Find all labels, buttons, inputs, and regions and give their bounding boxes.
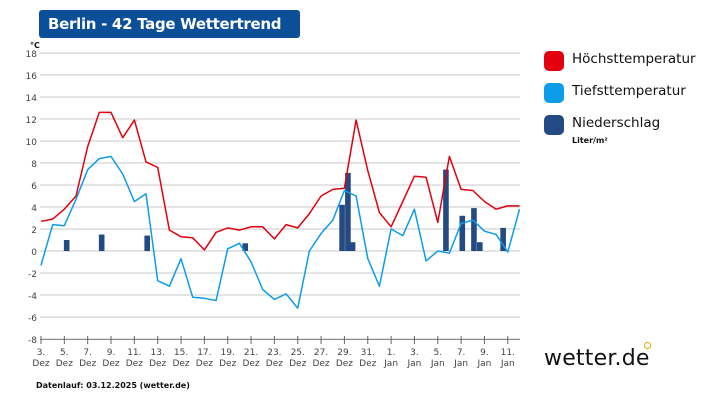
x-tick-label-month: Dez <box>79 359 96 369</box>
x-tick-label-day: 7. <box>83 348 92 358</box>
y-tick-label: 18 <box>26 50 38 60</box>
y-tick-label: 8 <box>31 160 37 170</box>
x-tick-label-month: Dez <box>219 359 236 369</box>
y-axis-unit: °C <box>30 41 40 50</box>
x-tick-label-day: 21. <box>244 348 258 358</box>
legend-label-low: Tiefsttemperatur <box>572 83 686 99</box>
precip-bar <box>443 169 449 251</box>
high-temp-line <box>40 111 520 251</box>
precip-bar <box>476 242 483 251</box>
legend-unit-precip: Liter/m² <box>572 136 608 145</box>
x-tick-label-day: 3. <box>410 348 419 358</box>
x-tick-label-month: Dez <box>266 359 283 369</box>
x-tick-label-day: 9. <box>107 348 116 358</box>
y-tick-label: 0 <box>31 248 37 258</box>
x-tick-label-day: 27. <box>314 348 328 358</box>
y-tick-label: -2 <box>28 270 37 280</box>
y-tick-label: 12 <box>26 116 37 126</box>
y-tick-label: 10 <box>26 138 38 148</box>
precip-bar <box>63 240 70 251</box>
x-tick-label-day: 15. <box>174 348 188 358</box>
x-tick-label-month: Dez <box>32 359 49 369</box>
x-tick-label-day: 23. <box>267 348 281 358</box>
x-tick-label-month: Jan <box>430 359 445 369</box>
x-tick-label-month: Dez <box>196 359 213 369</box>
x-tick-label-day: 29. <box>337 348 351 358</box>
x-tick-label-day: 17. <box>197 348 211 358</box>
precip-bar <box>471 208 477 251</box>
precip-bar <box>242 243 249 251</box>
legend-label-high: Höchsttemperatur <box>572 51 696 67</box>
y-tick-label: 4 <box>31 204 37 214</box>
y-tick-label: 2 <box>31 226 37 236</box>
x-tick-label-day: 25. <box>291 348 305 358</box>
data-run-info: Datenlauf: 03.12.2025 (wetter.de) <box>36 381 190 390</box>
x-tick-label-day: 5. <box>433 348 442 358</box>
x-tick-label-day: 9. <box>480 348 489 358</box>
precip-bar <box>144 235 150 251</box>
y-tick-label: -6 <box>28 314 37 324</box>
x-tick-label-month: Dez <box>312 359 329 369</box>
precip-bar <box>459 215 466 251</box>
x-tick-label-day: 19. <box>221 348 235 358</box>
wetter-de-logo: wetter.de <box>544 346 650 371</box>
x-tick-label-month: Dez <box>149 359 166 369</box>
x-tick-label-month: Dez <box>242 359 259 369</box>
logo-sun-icon <box>644 342 651 349</box>
x-tick-label-day: 31. <box>361 348 375 358</box>
x-tick-label-day: 5. <box>60 348 69 358</box>
x-tick-label-day: 3. <box>37 348 46 358</box>
precip-bar <box>500 227 506 251</box>
precip-bar <box>98 234 105 251</box>
x-tick-label-day: 11. <box>127 348 141 358</box>
x-tick-label-day: 1. <box>387 348 396 358</box>
legend-label-precip: Niederschlag <box>572 115 661 131</box>
x-tick-label-month: Dez <box>289 359 306 369</box>
x-tick-label-day: 7. <box>457 348 466 358</box>
x-tick-label-month: Jan <box>477 359 492 369</box>
legend-swatch-precip <box>544 115 564 135</box>
legend-swatch-low <box>544 83 564 103</box>
y-tick-label: 16 <box>26 72 38 82</box>
legend-swatch-high <box>544 51 564 71</box>
low-temp-line <box>40 155 521 309</box>
x-tick-label-month: Dez <box>359 359 376 369</box>
precip-bar <box>345 172 351 251</box>
precip-bar <box>349 242 356 251</box>
y-tick-label: 14 <box>26 94 38 104</box>
y-tick-label: 6 <box>31 182 37 192</box>
precip-bar <box>339 204 345 251</box>
x-tick-label-month: Dez <box>126 359 143 369</box>
x-tick-label-month: Dez <box>102 359 119 369</box>
x-tick-label-day: 13. <box>151 348 165 358</box>
x-tick-label-month: Dez <box>56 359 73 369</box>
x-tick-label-month: Jan <box>383 359 398 369</box>
x-tick-label-month: Dez <box>172 359 189 369</box>
x-tick-label-month: Jan <box>453 359 468 369</box>
chart-title: Berlin - 42 Tage Wettertrend <box>39 10 300 38</box>
x-tick-label-day: 11. <box>501 348 515 358</box>
y-tick-label: -8 <box>28 336 37 346</box>
y-tick-label: -4 <box>28 292 37 302</box>
x-tick-label-month: Jan <box>407 359 422 369</box>
x-tick-label-month: Dez <box>336 359 353 369</box>
x-tick-label-month: Jan <box>500 359 515 369</box>
